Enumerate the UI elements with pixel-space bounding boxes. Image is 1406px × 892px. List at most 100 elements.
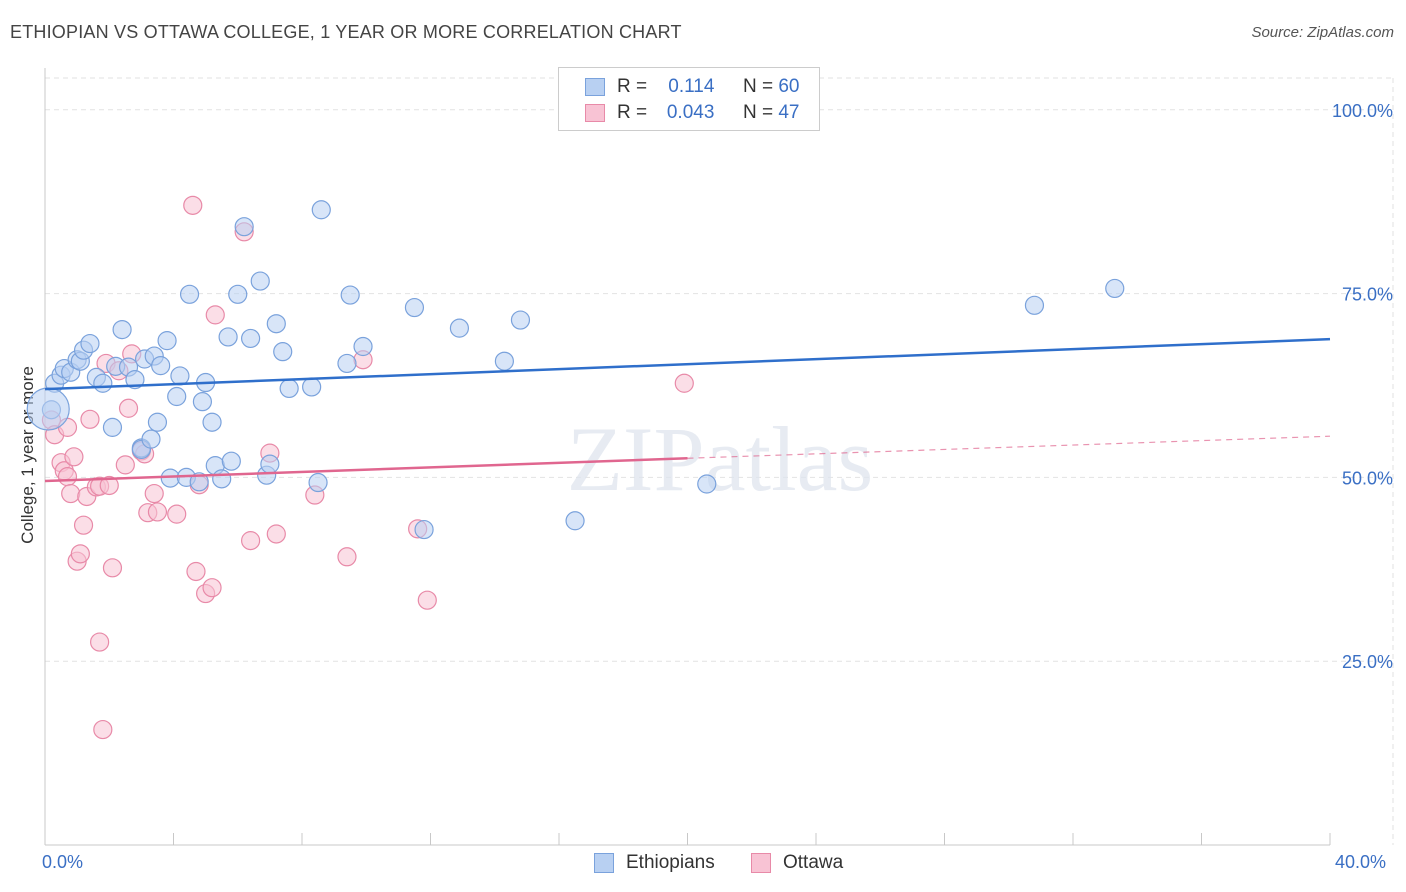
ethiopians-point: [565, 511, 585, 531]
ottawa-point: [674, 373, 694, 393]
ethiopians-point: [353, 336, 373, 357]
y-tick-label: 25.0%: [1342, 652, 1393, 672]
ethiopians-point: [202, 412, 222, 432]
y-tick-label: 100.0%: [1332, 101, 1393, 121]
ottawa-point: [337, 547, 357, 567]
y-tick-labels: 25.0% 50.0% 75.0% 100.0%: [1332, 101, 1393, 672]
bottom-legend-swatch-ethiopians: [594, 853, 614, 873]
legend-n-label: N =: [742, 102, 774, 123]
y-tick-label: 75.0%: [1342, 285, 1393, 305]
legend-r-value: 0.043: [666, 102, 715, 123]
ethiopians-point-large: [26, 387, 70, 431]
ethiopians-point: [1105, 278, 1125, 299]
ethiopians-point: [260, 454, 280, 474]
ethiopians-point: [1024, 295, 1045, 315]
ethiopians-point: [160, 468, 180, 488]
x-tick-label-min: 0.0%: [42, 852, 84, 872]
ethiopians-point: [494, 351, 514, 371]
ottawa-point: [266, 524, 286, 544]
ottawa-point: [205, 305, 225, 325]
trend-lines: [44, 337, 1331, 483]
ethiopians-point: [510, 310, 531, 330]
ethiopians-point: [167, 386, 187, 407]
ethiopians-point: [147, 412, 168, 432]
ottawa-trend-line-dashed: [687, 435, 1331, 459]
ottawa-point: [64, 447, 84, 467]
ottawa-point: [202, 578, 222, 598]
chart-title: ETHIOPIAN VS OTTAWA COLLEGE, 1 YEAR OR M…: [10, 22, 682, 42]
ethiopians-point: [279, 378, 299, 399]
legend-n-value: 60: [778, 76, 800, 97]
ottawa-point: [115, 455, 135, 475]
ethiopians-point: [189, 472, 209, 492]
ethiopians-point: [157, 331, 177, 351]
ethiopians-point: [192, 392, 213, 412]
ethiopians-point: [404, 297, 425, 318]
ethiopians-point: [337, 353, 357, 374]
legend-n-label: N =: [742, 76, 774, 97]
ethiopians-point: [102, 417, 123, 437]
ethiopians-point: [311, 200, 331, 220]
ottawa-point: [61, 483, 81, 504]
axes: [44, 68, 1331, 846]
legend-swatch-ottawa: [585, 104, 605, 122]
ethiopians-point: [212, 469, 232, 489]
ethiopians-point: [449, 318, 470, 338]
ethiopians-point: [218, 327, 238, 347]
ethiopians-point: [302, 377, 322, 397]
bottom-legend-swatch-ottawa: [751, 853, 771, 873]
legend-r-label: R =: [617, 76, 648, 97]
bottom-legend-label-ethiopians: Ethiopians: [626, 852, 715, 873]
ottawa-point: [144, 483, 164, 504]
ottawa-point: [57, 467, 78, 487]
bottom-legend-label-ottawa: Ottawa: [783, 852, 844, 873]
ottawa-point: [167, 504, 187, 524]
ethiopians-point: [266, 314, 286, 334]
ottawa-trend-line: [44, 457, 688, 483]
ethiopians-point: [241, 328, 261, 349]
ethiopians-point: [170, 366, 190, 386]
legend-r-value: 0.114: [668, 76, 715, 97]
ottawa-point: [241, 531, 261, 551]
ethiopians-points: [26, 200, 1125, 540]
ottawa-point: [80, 409, 100, 429]
x-tick-label-max: 40.0%: [1335, 852, 1387, 872]
legend-r-label: R =: [617, 102, 648, 123]
ottawa-point: [70, 544, 90, 564]
ethiopians-point: [414, 519, 434, 540]
ottawa-point: [417, 590, 437, 610]
legend-swatch-ethiopians: [585, 78, 605, 96]
ethiopians-point: [112, 319, 132, 340]
ethiopians-point: [141, 429, 161, 449]
watermark: ZIPatlas: [567, 408, 874, 510]
ethiopians-point: [80, 333, 100, 354]
gridlines: [45, 77, 1394, 845]
ottawa-point: [90, 632, 110, 652]
ethiopians-point: [221, 451, 241, 471]
legend: R = 0.114 N = 60 R = 0.043 N = 47: [558, 67, 820, 131]
ethiopians-point: [308, 472, 328, 493]
ethiopians-point: [234, 217, 254, 237]
ethiopians-point: [93, 373, 113, 393]
ottawa-point: [99, 475, 119, 496]
ottawa-point: [147, 502, 168, 522]
y-tick-label: 50.0%: [1342, 468, 1393, 488]
ethiopians-point: [250, 271, 270, 291]
ethiopians-point: [179, 284, 200, 304]
ethiopians-trend-line: [44, 337, 1331, 391]
ethiopians-point: [151, 356, 171, 376]
ethiopians-point: [340, 285, 360, 305]
ethiopians-point: [273, 342, 293, 362]
ottawa-point: [186, 561, 206, 582]
ottawa-point: [102, 558, 123, 578]
ottawa-point: [183, 195, 203, 215]
ottawa-point: [93, 719, 113, 740]
ethiopians-point: [697, 474, 717, 494]
source-label: Source: ZipAtlas.com: [1251, 24, 1394, 41]
ottawa-point: [73, 515, 94, 535]
ethiopians-point: [228, 284, 248, 304]
legend-n-value: 47: [778, 102, 800, 123]
ottawa-point: [118, 398, 139, 418]
ethiopians-point: [125, 369, 145, 390]
